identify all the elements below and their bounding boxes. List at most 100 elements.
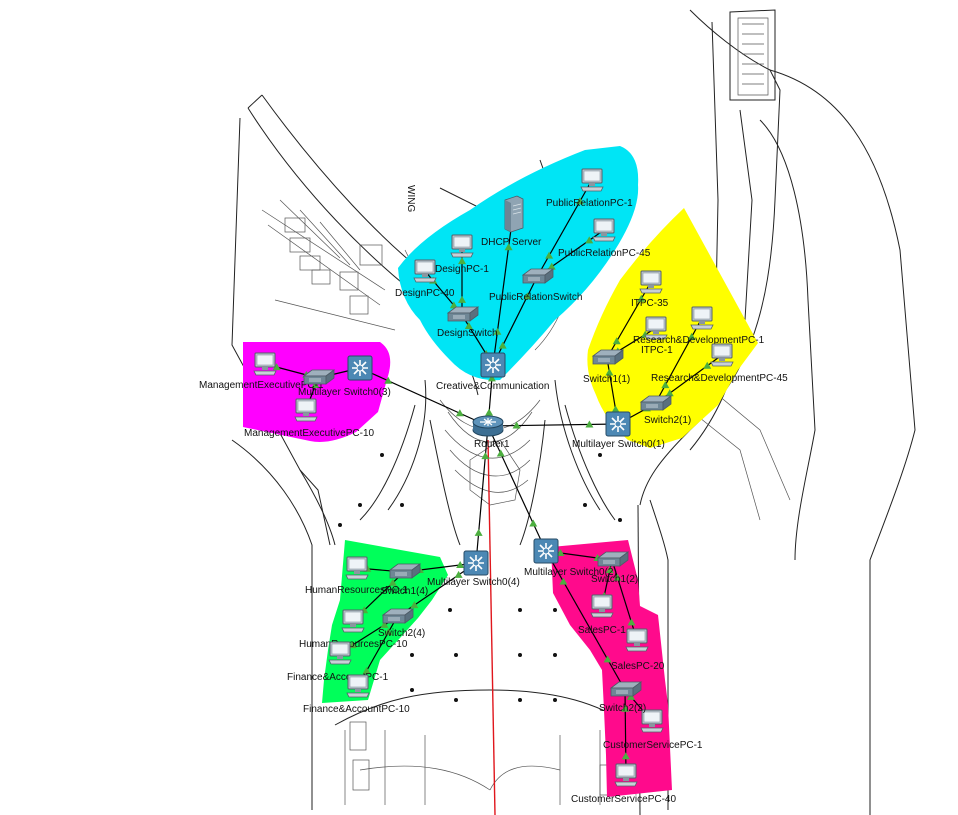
link-status-indicator [454,570,463,578]
device-label-design-sw: DesignSwitch [437,328,498,339]
link-sw1_1-it_pc35 [606,281,652,359]
pc-icon[interactable] [328,641,352,665]
link-status-indicator [311,381,320,389]
link-status-indicator [529,519,538,527]
pc-icon[interactable] [625,628,649,652]
link-sw2_1-rd_pc1 [654,317,703,405]
pc-icon[interactable] [614,763,638,787]
switch-icon[interactable] [388,563,422,579]
link-router-msw2 [487,425,547,552]
pc-icon[interactable] [690,306,714,330]
pc-icon[interactable] [644,316,668,340]
device-label-mgmt-pc1: ManagementExecutivePC-1 [199,380,324,391]
device-label-sw2-2: Switch2(2) [599,703,646,714]
switch-icon[interactable] [521,268,555,284]
device-label-it-pc35: ITPC-35 [631,298,669,309]
uplink-cable [487,439,496,815]
link-status-indicator [485,408,494,416]
link-status-indicator [455,409,464,417]
switch-icon[interactable] [591,349,625,365]
pc-icon[interactable] [341,609,365,633]
link-status-indicator [388,578,397,586]
l3switch-icon[interactable] [463,550,489,576]
pc-icon[interactable] [253,352,277,376]
device-label-pr-pc45: PublicRelationPC-45 [558,248,651,259]
pc-icon[interactable] [450,234,474,258]
pc-icon[interactable] [294,398,318,422]
link-status-indicator [384,376,393,384]
pc-icon[interactable] [592,218,616,242]
device-label-rd-pc45: Research&DevelopmentPC-45 [651,373,788,384]
link-pr_sw-pr_pc1 [536,179,593,278]
link-sw2_2-cs_pc40 [624,689,627,776]
device-label-design-pc1: DesignPC-1 [435,264,489,275]
link-status-indicator [512,421,521,429]
l3switch-icon[interactable] [480,352,506,378]
link-status-indicator [665,389,674,397]
link-status-indicator [362,666,371,674]
device-label-hr-pc10: HumanResourcesPC-10 [299,639,408,650]
device-label-sw2-1: Switch2(1) [644,415,691,426]
link-status-indicator [661,381,670,389]
link-msw2-sw2_2 [545,550,626,691]
l3switch-icon[interactable] [605,411,631,437]
link-sw1_2-sales_pc20 [611,559,638,641]
l3switch-icon[interactable] [347,355,373,381]
pc-icon[interactable] [710,343,734,367]
device-label-sw1-2: Switch1(2) [591,574,638,585]
link-status-indicator [575,197,584,205]
switch-icon[interactable] [596,551,630,567]
link-status-indicator [410,601,419,609]
device-label-router: Router1 [474,439,510,450]
pc-icon[interactable] [413,259,437,283]
switch-icon[interactable] [446,306,480,322]
pc-icon[interactable] [640,709,664,733]
device-label-sales-pc20: SalesPC-20 [611,661,665,672]
link-status-indicator [585,420,594,428]
link-status-indicator [585,236,594,244]
link-status-indicator [547,262,556,270]
link-status-indicator [523,292,532,300]
link-router-msw3 [359,367,489,427]
link-status-indicator [627,618,636,626]
device-label-rd-pc1: Research&DevelopmentPC-1 [633,335,765,346]
link-status-indicator [545,251,554,259]
device-label-sw1-1: Switch1(1) [583,374,630,385]
link-status-indicator [603,655,612,663]
pc-icon[interactable] [346,674,370,698]
device-label-hr-pc1: HumanResourcesPC-1 [305,585,408,596]
switch-icon[interactable] [302,369,336,385]
link-status-indicator [687,332,696,340]
switch-icon[interactable] [381,608,415,624]
link-status-indicator [637,294,646,302]
link-status-indicator [504,243,513,251]
router-icon[interactable] [472,415,504,437]
switch-icon[interactable] [639,395,673,411]
device-label-msw2: Multilayer Switch0(2) [524,567,617,578]
link-status-indicator [458,295,466,303]
pc-icon[interactable] [580,168,604,192]
link-status-indicator [487,374,496,382]
link-status-indicator [621,752,630,760]
device-label-fa-pc1: Finance&AccountPC-1 [287,672,389,683]
server-icon[interactable] [504,195,524,233]
link-msw_creative-pr_sw [492,276,538,366]
pc-icon[interactable] [590,594,614,618]
pc-icon[interactable] [345,556,369,580]
device-label-cs-pc1: CustomerServicePC-1 [603,740,703,751]
link-status-indicator [703,361,712,369]
link-status-indicator [481,452,490,460]
pc-icon[interactable] [639,270,663,294]
link-status-indicator [559,577,568,585]
device-label-it-pc1: ITPC-1 [641,345,673,356]
link-status-indicator [496,449,505,457]
link-status-indicator [611,405,620,413]
link-msw_creative-dhcp [492,213,514,366]
zone-it-rnd [587,208,758,448]
device-label-msw1: Multilayer Switch0(1) [572,439,665,450]
l3switch-icon[interactable] [533,538,559,564]
link-status-indicator [605,368,614,376]
link-status-indicator [612,337,621,345]
switch-icon[interactable] [609,681,643,697]
